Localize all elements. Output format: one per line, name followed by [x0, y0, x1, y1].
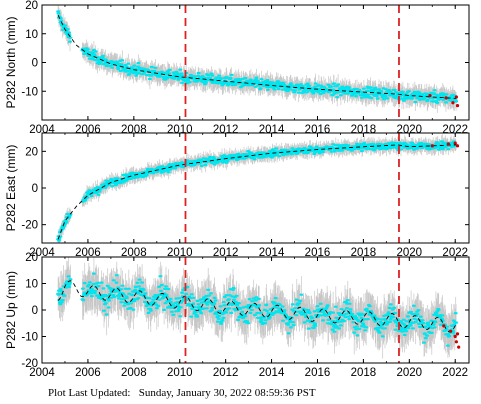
y-tick-label: 20: [25, 252, 38, 264]
last-updated-footer: Plot Last Updated: Sunday, January 30, 2…: [48, 387, 468, 403]
y-tick-label: -10: [21, 86, 38, 98]
recent-point: [442, 324, 446, 328]
x-tick-label: 2006: [75, 247, 101, 259]
x-tick-label: 2006: [75, 367, 101, 379]
x-tick-label: 2012: [213, 367, 239, 379]
trend-line: [57, 144, 457, 240]
panel-2: 2004 2006 2008 2010 2012 2014 2016 2018 2020 2022…: [4, 132, 470, 259]
recent-point: [454, 340, 458, 344]
x-tick-label: 2016: [305, 367, 331, 379]
panel-3: 2004 2006 2008 2010 2012 2014 2016 2018 2020 2022…: [4, 252, 470, 379]
y-tick-label: 10: [25, 279, 38, 291]
y-tick-label: 0: [32, 183, 38, 195]
y-axis-label: P282 Up (mm): [4, 271, 18, 349]
panel-1: 2004 2006 2008 2010 2012 2014 2016 2018 2020 2022…: [4, 0, 470, 136]
y-tick-label: 0: [32, 58, 38, 70]
recent-point: [454, 95, 458, 99]
footer-label: Plot Last Updated:: [48, 387, 131, 399]
y-tick-label: 20: [25, 146, 38, 158]
x-tick-label: 2008: [121, 367, 147, 379]
x-tick-label: 2014: [259, 247, 285, 259]
recent-point: [457, 345, 461, 349]
x-tick-label: 2018: [351, 367, 377, 379]
recent-point: [455, 144, 460, 148]
recent-point: [444, 96, 448, 100]
y-tick-label: 0: [32, 305, 38, 317]
recent-point: [430, 144, 434, 148]
data-points: [56, 140, 459, 242]
recent-point: [453, 141, 457, 145]
x-tick-label: 2010: [167, 367, 193, 379]
x-tick-label: 2020: [397, 247, 423, 259]
x-tick-label: 2022: [442, 247, 468, 259]
y-tick-label: -20: [21, 220, 38, 232]
x-tick-label: 2014: [259, 367, 285, 379]
recent-point: [428, 93, 432, 98]
x-tick-label: 2022: [442, 367, 468, 379]
x-tick-label: 2012: [213, 247, 239, 259]
x-tick-label: 2010: [167, 247, 193, 259]
recent-point: [453, 334, 457, 339]
footer-timestamp: Sunday, January 30, 2022 08:59:36 PST: [138, 387, 316, 399]
recent-point: [446, 142, 450, 146]
y-tick-label: 20: [25, 0, 38, 12]
x-tick-label: 2008: [121, 247, 147, 259]
recent-point: [455, 104, 460, 108]
error-bars: [57, 134, 457, 243]
x-tick-label: 2016: [305, 247, 331, 259]
y-axis-label: P282 East (mm): [4, 145, 18, 232]
y-tick-label: -10: [21, 332, 38, 344]
x-tick-label: 2004: [29, 367, 55, 379]
y-tick-label: 10: [25, 29, 38, 41]
y-axis-label: P282 North (mm): [4, 16, 18, 108]
recent-point: [451, 101, 455, 105]
x-tick-label: 2020: [397, 367, 423, 379]
recent-point: [449, 329, 453, 333]
y-tick-label: -20: [21, 358, 38, 370]
x-tick-label: 2018: [351, 247, 377, 259]
x-tick-label: 2004: [29, 247, 55, 259]
recent-point: [455, 332, 460, 336]
